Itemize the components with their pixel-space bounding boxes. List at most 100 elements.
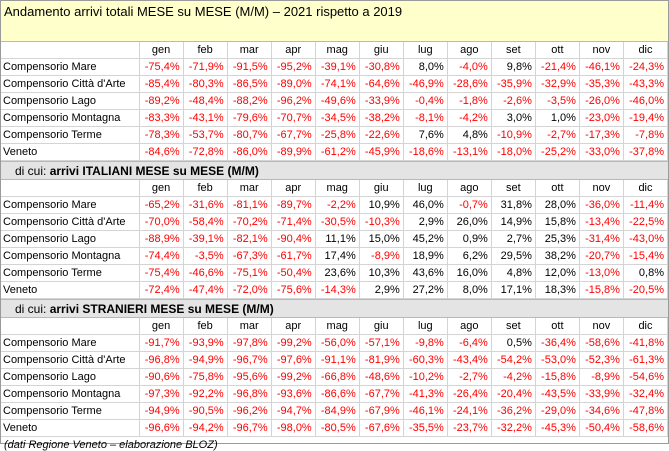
month-header: dic [623,180,669,197]
value-cell: 23,6% [315,264,360,282]
value-cell: -32,9% [535,75,580,93]
value-cell: -24,3% [623,58,669,76]
value-cell: -38,2% [359,109,404,127]
value-cell: -35,9% [491,75,536,93]
value-cell: -65,2% [139,196,184,214]
month-header: ago [447,180,492,197]
value-cell: -96,2% [271,92,316,110]
value-cell: -53,7% [183,126,228,144]
value-cell: -98,0% [271,419,316,437]
header-corner [1,42,140,59]
value-cell: -91,1% [315,351,360,369]
value-cell: -18,0% [491,143,536,161]
value-cell: -99,2% [271,368,316,386]
value-cell: -90,6% [139,368,184,386]
month-header: apr [271,42,316,59]
value-cell: 9,8% [491,58,536,76]
value-cell: -18,6% [403,143,448,161]
value-cell: -72,4% [139,281,184,299]
value-cell: -4,2% [447,109,492,127]
value-cell: -67,7% [271,126,316,144]
table-row: Compensorio Città d'Arte -70,0% -58,4% -70,… [1,213,669,231]
value-cell: -52,3% [579,351,624,369]
value-cell: -46,1% [403,402,448,420]
table-row: Veneto -84,6% -72,8% -86,0% -89,9% -61,2% -45,… [1,143,669,161]
value-cell: -36,0% [579,196,624,214]
value-cell: -47,8% [623,402,669,420]
value-cell: -9,8% [403,334,448,352]
month-header: giu [359,42,404,59]
value-cell: 6,2% [447,247,492,265]
value-cell: -90,5% [183,402,228,420]
data-table: gen feb mar apr mag giu lug ago set ott nov dic Comp… [1,318,669,437]
value-cell: 16,0% [447,264,492,282]
value-cell: -35,5% [403,419,448,437]
value-cell: -23,7% [447,419,492,437]
value-cell: 27,2% [403,281,448,299]
value-cell: -96,7% [227,351,272,369]
value-cell: -31,4% [579,230,624,248]
value-cell: -70,7% [271,109,316,127]
table-content: gen feb mar apr mag giu lug ago set ott nov dic Comp… [1,42,669,437]
table-row: Compensorio Lago -88,9% -39,1% -82,1% -90,4%… [1,230,669,248]
value-cell: -75,6% [271,281,316,299]
value-cell: -20,4% [491,385,536,403]
value-cell: -0,4% [403,92,448,110]
value-cell: -26,0% [579,92,624,110]
value-cell: -43,3% [623,75,669,93]
value-cell: -75,4% [139,58,184,76]
value-cell: -4,2% [491,368,536,386]
value-cell: -72,8% [183,143,228,161]
value-cell: -82,1% [227,230,272,248]
value-cell: -2,2% [315,196,360,214]
row-label: Compensorio Città d'Arte [1,213,140,231]
table-row: Veneto -72,4% -47,4% -72,0% -75,6% -14,3% 2,9%… [1,281,669,299]
header-row: gen feb mar apr mag giu lug ago set ott nov dic [1,180,669,197]
value-cell: -19,4% [623,109,669,127]
value-cell: -39,1% [183,230,228,248]
value-cell: -10,3% [359,213,404,231]
value-cell: -80,7% [227,126,272,144]
row-label: Compensorio Città d'Arte [1,75,140,93]
value-cell: 18,3% [535,281,580,299]
value-cell: -78,3% [139,126,184,144]
value-cell: -8,1% [403,109,448,127]
month-header: feb [183,42,228,59]
month-header: gen [139,42,184,59]
value-cell: -30,8% [359,58,404,76]
row-label: Veneto [1,143,140,161]
section-heading: di cui: arrivi STRANIERI MESE su MESE (M… [1,299,668,318]
table-row: Compensorio Montagna -83,3% -43,1% -79,6% -7… [1,109,669,127]
value-cell: -67,3% [227,247,272,265]
value-cell: -54,6% [623,368,669,386]
value-cell: -15,4% [623,247,669,265]
value-cell: -46,1% [579,58,624,76]
value-cell: -10,9% [491,126,536,144]
value-cell: -28,6% [447,75,492,93]
value-cell: 15,0% [359,230,404,248]
value-cell: -89,9% [271,143,316,161]
month-header: lug [403,42,448,59]
month-header: lug [403,318,448,335]
value-cell: -53,0% [535,351,580,369]
value-cell: -85,4% [139,75,184,93]
value-cell: -94,9% [183,351,228,369]
value-cell: -97,6% [271,351,316,369]
value-cell: -20,7% [579,247,624,265]
value-cell: -70,2% [227,213,272,231]
value-cell: -86,0% [227,143,272,161]
value-cell: 14,9% [491,213,536,231]
table-row: Compensorio Città d'Arte -85,4% -80,3% -86,… [1,75,669,93]
value-cell: -92,2% [183,385,228,403]
value-cell: -37,8% [623,143,669,161]
value-cell: -7,8% [623,126,669,144]
value-cell: -67,6% [359,419,404,437]
value-cell: -48,6% [359,368,404,386]
value-cell: -23,0% [579,109,624,127]
value-cell: -15,8% [579,281,624,299]
value-cell: -56,0% [315,334,360,352]
month-header: apr [271,318,316,335]
row-label: Compensorio Terme [1,264,140,282]
value-cell: -43,1% [183,109,228,127]
value-cell: -96,8% [227,385,272,403]
